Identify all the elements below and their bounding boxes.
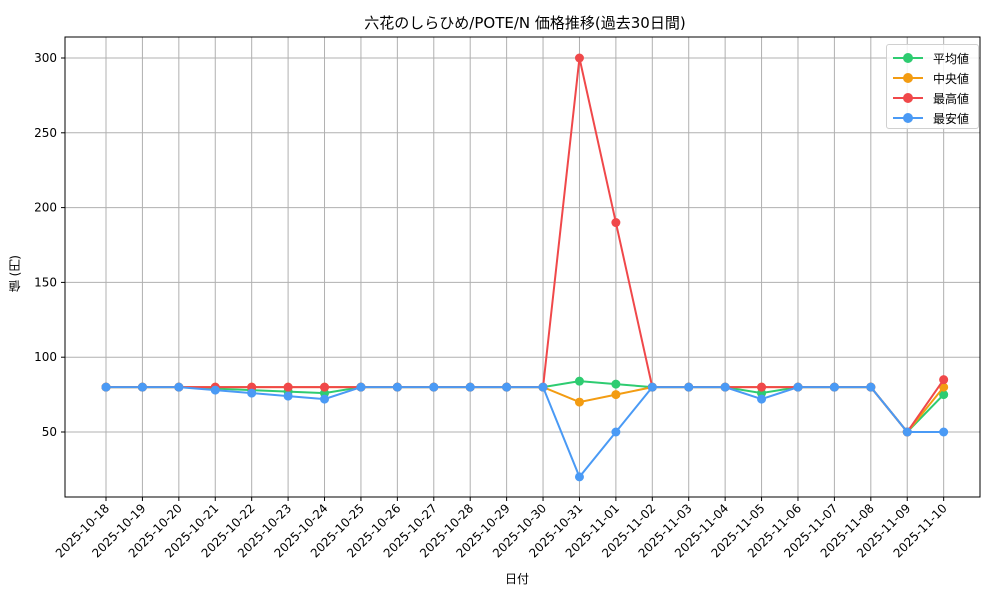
- legend-label: 中央値: [933, 72, 970, 86]
- legend-item-average: 平均値: [893, 48, 977, 68]
- data-point: [465, 382, 475, 392]
- data-point: [174, 382, 184, 392]
- series-line: [106, 386, 945, 434]
- y-tick-label: 100: [34, 350, 57, 364]
- data-point: [538, 382, 548, 392]
- data-point: [939, 375, 949, 385]
- legend-label: 最高値: [933, 92, 970, 106]
- series-平均値: [101, 376, 949, 437]
- data-point: [574, 472, 584, 482]
- y-tick-label: 250: [34, 126, 57, 140]
- legend-item-max: 最高値: [893, 88, 977, 108]
- legend-label: 最安値: [933, 112, 970, 126]
- series-line: [106, 380, 945, 434]
- data-point: [392, 382, 402, 392]
- series-最安値: [101, 382, 949, 482]
- data-point: [939, 390, 949, 400]
- series-line: [106, 57, 945, 434]
- legend-item-min: 最安値: [893, 108, 977, 128]
- y-tick-label: 150: [34, 275, 57, 289]
- data-point: [866, 382, 876, 392]
- data-point: [320, 394, 330, 404]
- y-tick-label: 50: [42, 425, 57, 439]
- data-point: [356, 382, 366, 392]
- data-point: [939, 427, 949, 437]
- series-line: [106, 386, 944, 479]
- y-tick-label: 300: [34, 51, 57, 65]
- data-point: [939, 382, 949, 392]
- data-point: [720, 382, 730, 392]
- legend-marker-icon: [903, 93, 913, 103]
- data-point: [210, 385, 220, 395]
- data-point: [611, 427, 621, 437]
- data-point: [137, 382, 147, 392]
- y-axis-label: 値 (円): [8, 255, 22, 293]
- legend-marker-icon: [903, 53, 913, 63]
- data-point: [283, 382, 293, 392]
- y-tick-label: 200: [34, 201, 57, 215]
- data-point: [283, 391, 293, 401]
- data-point: [611, 379, 621, 389]
- x-axis-label: 日付: [505, 572, 530, 586]
- data-point: [429, 382, 439, 392]
- series-最高値: [101, 53, 949, 437]
- data-point: [829, 382, 839, 392]
- data-point: [320, 382, 330, 392]
- legend-item-median: 中央値: [893, 68, 977, 88]
- legend-label: 平均値: [933, 52, 970, 66]
- axes-frame: [64, 36, 981, 498]
- data-point: [101, 382, 111, 392]
- data-point: [502, 382, 512, 392]
- data-point: [793, 382, 803, 392]
- data-point: [247, 388, 257, 398]
- legend-marker-icon: [903, 113, 913, 123]
- data-point: [684, 382, 694, 392]
- data-point: [611, 390, 621, 400]
- chart-title: 六花のしらひめ/POTE/N 価格推移(過去30日間): [364, 14, 686, 32]
- data-point: [757, 394, 767, 404]
- data-point: [574, 53, 584, 63]
- data-point: [647, 382, 657, 392]
- data-point: [902, 427, 912, 437]
- data-point: [611, 218, 621, 228]
- legend: 平均値 中央値 最高値 最安値: [886, 44, 979, 129]
- legend-marker-icon: [903, 73, 913, 83]
- data-point: [574, 397, 584, 407]
- data-point: [574, 376, 584, 386]
- data-point: [757, 382, 767, 392]
